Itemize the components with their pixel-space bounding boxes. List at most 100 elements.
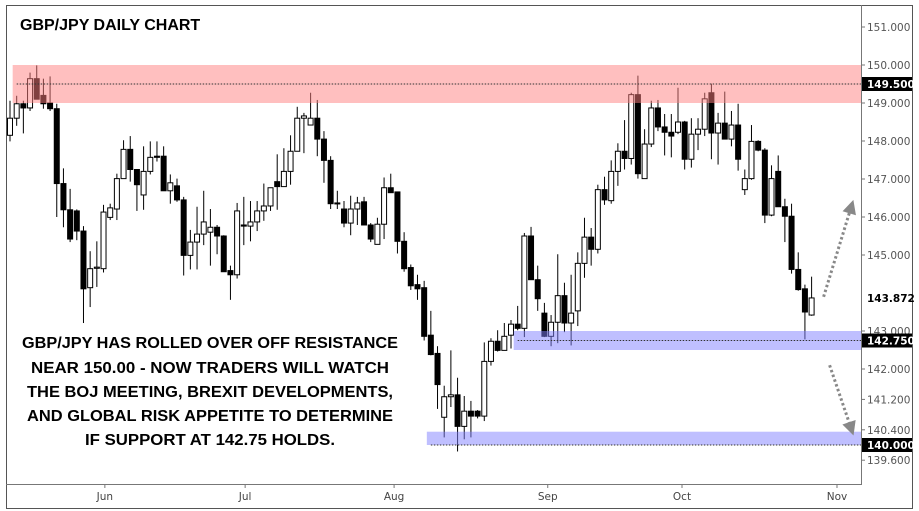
candle-up — [574, 262, 581, 312]
candle-up — [140, 170, 147, 196]
candle-up — [447, 394, 454, 398]
x-tick-label: Oct — [673, 491, 691, 503]
scenario-arrows — [822, 199, 856, 436]
candle-up — [354, 202, 361, 210]
level-price-box — [862, 77, 912, 91]
candle-down — [761, 149, 768, 216]
candle-down — [561, 295, 568, 324]
candle-up — [381, 187, 388, 225]
candle-down — [775, 170, 782, 208]
annotation-line: NEAR 150.00 - NOW TRADERS WILL WATCH — [31, 360, 389, 377]
candle-up — [194, 233, 201, 243]
candle-up — [701, 98, 708, 130]
candle-up — [287, 150, 294, 172]
candle-down — [327, 159, 334, 205]
candle-up — [254, 210, 261, 223]
x-tick-label: Sep — [538, 491, 558, 503]
candle-down — [735, 124, 742, 160]
x-tick-label: Nov — [827, 491, 848, 503]
level-price-label: 142.750 — [867, 336, 915, 348]
candle-up — [614, 150, 621, 172]
y-tick-label: 141.200 — [867, 394, 910, 406]
support-zone — [426, 431, 861, 445]
y-tick-label: 146.000 — [867, 212, 910, 224]
candle-up — [107, 207, 114, 218]
y-tick-label: 142.000 — [867, 364, 910, 376]
x-tick-label: Jul — [238, 491, 252, 503]
candle-down — [133, 169, 140, 186]
level-price-label: 140.000 — [867, 440, 915, 452]
candle-up — [113, 178, 120, 210]
candle-down — [180, 199, 187, 256]
candle-down — [634, 94, 641, 175]
candle-down — [434, 352, 441, 386]
candle-down — [387, 187, 394, 194]
x-axis: Jun Jul Aug Sep Oct Nov — [96, 484, 848, 503]
level-price-box — [862, 333, 912, 348]
candle-down — [73, 210, 80, 232]
arrow-down-shaft — [828, 364, 854, 431]
candle-down — [227, 270, 234, 276]
candle-up — [207, 226, 214, 233]
candle-down — [514, 323, 521, 329]
candle-up — [695, 128, 702, 135]
candle-up — [581, 236, 588, 264]
candle-up — [200, 221, 207, 235]
chart-title: GBP/JPY DAILY CHART — [20, 17, 200, 34]
candle-up — [93, 266, 100, 269]
candle-up — [501, 335, 508, 351]
candle-up — [441, 396, 448, 418]
annotation-line: GBP/JPY HAS ROLLED OVER OFF RESISTANCE — [22, 335, 398, 352]
candle-up — [307, 117, 314, 126]
candle-up — [628, 94, 635, 159]
y-tick-label: 140.400 — [867, 425, 910, 437]
candle-up — [808, 297, 815, 316]
candle-up — [7, 117, 13, 136]
level-price-label: 149.500 — [867, 79, 915, 91]
y-tick-label: 139.600 — [867, 455, 910, 467]
arrow-down-head-icon — [842, 419, 856, 436]
candle-down — [240, 224, 247, 227]
arrow-up-shaft — [822, 205, 854, 298]
candle-down — [60, 183, 67, 211]
candle-down — [414, 284, 421, 290]
candle-down — [80, 230, 87, 290]
candle-down — [367, 224, 374, 240]
candle-down — [394, 191, 401, 242]
candle-up — [768, 178, 775, 216]
candle-up — [461, 410, 468, 427]
candle-down — [755, 140, 762, 151]
annotation-line: AND GLOBAL RISK APPETITE TO DETERMINE — [27, 408, 393, 425]
candle-down — [274, 181, 281, 188]
candle-down — [494, 340, 501, 351]
annotation-line: THE BOJ MEETING, BREXIT DEVELOPMENTS, — [27, 384, 393, 401]
candle-down — [153, 155, 160, 158]
candle-down — [681, 121, 688, 160]
candle-down — [588, 236, 595, 250]
annotation-text: GBP/JPY HAS ROLLED OVER OFF RESISTANCE N… — [22, 335, 398, 449]
y-tick-label: 149.000 — [867, 98, 910, 110]
x-tick-label: Aug — [384, 491, 405, 503]
candle-down — [127, 148, 134, 170]
candle-up — [187, 241, 194, 256]
candle-down — [407, 267, 414, 287]
candle-down — [528, 235, 535, 281]
y-axis: 151.000 150.000 149.000 148.000 147.000 146.0… — [861, 22, 915, 467]
candle-down — [801, 288, 808, 313]
candle-down — [220, 235, 227, 273]
candle-up — [100, 211, 107, 270]
candle-down — [654, 107, 661, 128]
candle-up — [374, 223, 381, 245]
candle-up — [594, 189, 601, 250]
candle-up — [294, 117, 301, 152]
candle-down — [467, 410, 474, 417]
candle-up — [147, 156, 154, 172]
candle-down — [788, 215, 795, 270]
candle-down — [53, 108, 60, 185]
candle-up — [641, 143, 648, 180]
candle-down — [421, 287, 428, 337]
last-price-label: 143.872 — [867, 293, 915, 305]
candle-up — [260, 205, 267, 212]
y-tick-label: 147.000 — [867, 174, 910, 186]
candles-layer — [7, 65, 815, 452]
